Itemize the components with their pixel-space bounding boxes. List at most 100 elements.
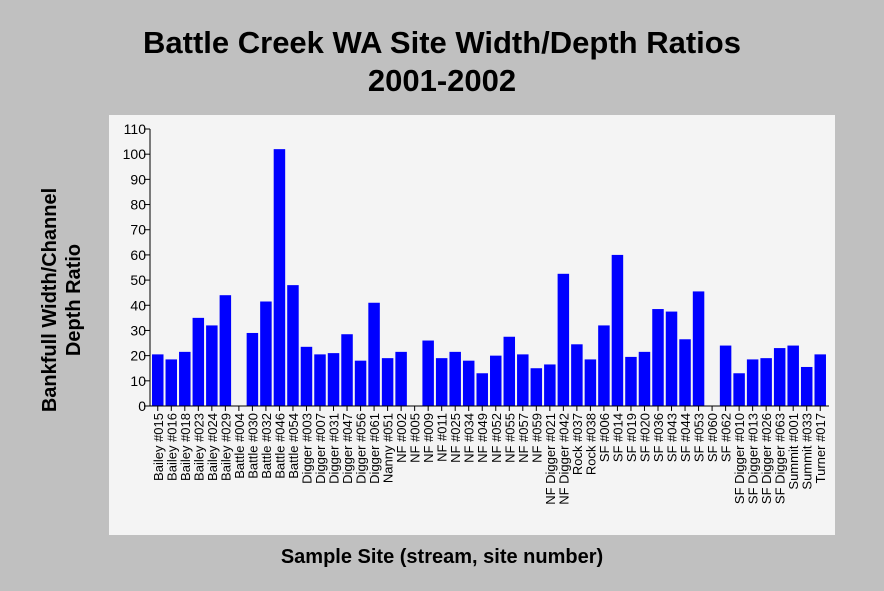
bar <box>584 359 597 406</box>
x-tick-label: NF #059 <box>529 413 544 463</box>
x-tick-label: SF #053 <box>692 413 707 462</box>
x-tick-label: Bailey #016 <box>164 413 179 481</box>
x-tick-label: Digger #007 <box>313 413 328 484</box>
x-tick-label: Summit #033 <box>800 413 815 490</box>
x-tick-label: NF #025 <box>448 413 463 463</box>
bar <box>571 344 583 406</box>
x-tick-label: NF #049 <box>475 413 490 463</box>
bar <box>192 317 205 406</box>
bar <box>544 364 556 406</box>
x-tick-label: Digger #003 <box>299 413 314 484</box>
bar <box>638 351 651 406</box>
x-tick-label: Battle #004 <box>232 413 247 479</box>
x-axis-title: Sample Site (stream, site number) <box>280 546 604 568</box>
bar <box>219 295 232 406</box>
y-axis-label-line2: Depth Ratio <box>63 243 85 357</box>
x-tick-label: SF Digger #063 <box>773 413 788 504</box>
x-tick-label: Turner #017 <box>813 413 828 483</box>
bar <box>773 348 786 406</box>
bar <box>246 332 259 406</box>
bar <box>395 351 407 406</box>
bar <box>652 309 664 406</box>
x-tick-label: SF #060 <box>705 413 720 462</box>
y-axis: 0 10 20 30 40 50 60 70 80 90 100 110 <box>123 121 150 414</box>
x-tick-label: Digger #031 <box>327 413 342 484</box>
x-tick-label: NF #034 <box>462 413 477 463</box>
x-tick-label: Summit #001 <box>786 413 801 490</box>
x-tick-label: NF #002 <box>394 413 409 463</box>
x-tick-label: Bailey #023 <box>191 413 206 481</box>
bar <box>179 351 191 406</box>
x-tick-label: Rock #037 <box>570 413 585 475</box>
x-tick-label: Battle #054 <box>286 413 301 479</box>
bar <box>598 325 610 406</box>
x-tick-label: NF #057 <box>516 413 531 463</box>
bars <box>152 149 826 406</box>
x-tick-label: NF #009 <box>421 413 436 463</box>
bar <box>665 311 678 406</box>
bar <box>435 358 448 406</box>
y-tick-label: 20 <box>130 348 146 364</box>
x-tick-label: Digger #061 <box>367 413 382 484</box>
x-tick-label: Rock #038 <box>583 413 598 475</box>
y-tick-label: 50 <box>130 272 146 288</box>
bar <box>503 336 516 406</box>
bar <box>206 325 218 406</box>
bar <box>760 358 772 406</box>
y-axis-label: Bankfull Width/Channel Depth Ratio <box>38 188 86 412</box>
x-tick-label: SF #036 <box>651 413 666 462</box>
bar <box>692 291 705 406</box>
bar <box>679 339 691 406</box>
bar <box>611 254 624 406</box>
y-tick-label: 90 <box>130 171 146 187</box>
bar <box>287 285 299 406</box>
y-tick-label: 0 <box>138 398 146 414</box>
x-tick-label: Bailey #024 <box>205 413 220 481</box>
x-tick-label: Bailey #018 <box>178 413 193 481</box>
bar <box>300 346 313 406</box>
bar <box>449 351 461 406</box>
x-tick-label: Battle #032 <box>259 413 274 479</box>
bar <box>733 373 745 406</box>
bar <box>462 360 475 406</box>
x-tick-label: NF #005 <box>408 413 423 463</box>
bar <box>341 334 353 406</box>
bar <box>625 356 637 406</box>
y-tick-label: 110 <box>124 121 147 137</box>
x-tick-label: SF #043 <box>665 413 680 462</box>
y-tick-label: 40 <box>130 297 146 313</box>
bar <box>165 359 178 406</box>
x-tick-label: NF Digger #021 <box>543 413 558 505</box>
bar <box>327 353 340 406</box>
bar <box>354 360 367 406</box>
x-tick-label: Digger #047 <box>340 413 355 484</box>
x-tick-label: NF Digger #042 <box>556 413 571 505</box>
bar <box>557 273 570 406</box>
bar <box>800 366 813 406</box>
bar <box>422 340 434 406</box>
bar <box>152 354 164 406</box>
y-axis-label-line1: Bankfull Width/Channel <box>39 187 61 413</box>
bar <box>476 373 488 406</box>
x-tick-label: Battle #030 <box>245 413 260 479</box>
x-tick-label: NF #052 <box>489 413 504 463</box>
y-tick-label: 70 <box>130 222 146 238</box>
bar <box>368 302 380 406</box>
x-tick-label: SF #019 <box>624 413 639 462</box>
chart-title-line2: 2001-2002 <box>367 63 517 98</box>
bar <box>787 345 799 406</box>
x-tick-label: SF #044 <box>678 413 693 462</box>
bar <box>530 368 543 406</box>
bar <box>273 149 286 406</box>
y-tick-label: 60 <box>130 247 146 263</box>
y-tick-label: 100 <box>123 146 147 162</box>
bar <box>490 355 502 406</box>
y-tick-label: 10 <box>130 373 146 389</box>
x-tick-label: SF #014 <box>610 413 625 462</box>
x-tick-label: Nanny #051 <box>381 413 396 483</box>
x-tick-label: SF #062 <box>719 413 734 462</box>
bar <box>814 354 826 406</box>
y-tick-label: 30 <box>130 322 146 338</box>
